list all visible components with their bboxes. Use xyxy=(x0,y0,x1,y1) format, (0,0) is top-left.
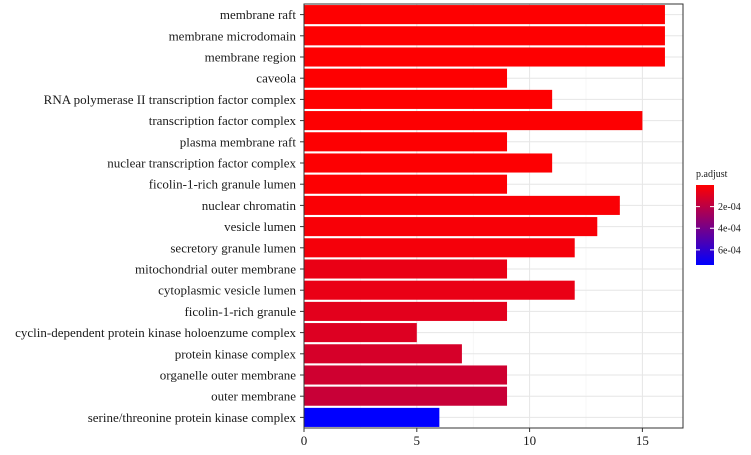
y-tick-label: ficolin-1-rich granule lumen xyxy=(149,177,297,192)
y-tick-label: plasma membrane raft xyxy=(180,134,297,149)
x-tick-label: 0 xyxy=(301,433,308,448)
bar xyxy=(304,259,508,279)
legend-colorbar xyxy=(696,185,714,265)
y-tick-label: vesicle lumen xyxy=(224,219,296,234)
bar xyxy=(304,111,643,131)
bar xyxy=(304,323,417,343)
bar xyxy=(304,132,508,152)
y-tick-label: nuclear transcription factor complex xyxy=(107,156,296,171)
y-axis: membrane raft membrane microdomain membran… xyxy=(15,7,304,425)
bar xyxy=(304,174,508,194)
bar xyxy=(304,238,575,258)
y-tick-label: transcription factor complex xyxy=(149,113,297,128)
bar xyxy=(304,386,508,406)
y-tick-label: cytoplasmic vesicle lumen xyxy=(158,283,296,298)
bar xyxy=(304,47,665,67)
plot-border xyxy=(303,3,684,429)
bar xyxy=(304,195,620,215)
x-tick-label: 5 xyxy=(414,433,421,448)
y-tick-label: ficolin-1-rich granule xyxy=(184,304,296,319)
bar xyxy=(304,68,508,88)
y-tick-label: organelle outer membrane xyxy=(160,368,296,383)
legend-tick-label: 6e-04 xyxy=(718,245,741,256)
bar xyxy=(304,26,665,46)
bar xyxy=(304,301,508,321)
bar xyxy=(304,217,598,237)
bar xyxy=(304,280,575,300)
plot-panel xyxy=(304,4,683,428)
bar xyxy=(304,365,508,385)
y-tick-label: outer membrane xyxy=(211,389,296,404)
y-tick-label: nuclear chromatin xyxy=(202,198,297,213)
y-tick-label: serine/threonine protein kinase complex xyxy=(88,410,297,425)
bar xyxy=(304,89,553,109)
x-axis: 0 5 10 15 xyxy=(301,428,649,448)
y-tick-label: RNA polymerase II transcription factor c… xyxy=(44,92,297,107)
x-tick-label: 15 xyxy=(636,433,649,448)
bar xyxy=(304,153,553,173)
legend-title: p.adjust xyxy=(696,169,728,180)
legend-tick-label: 4e-04 xyxy=(718,224,741,235)
y-tick-label: protein kinase complex xyxy=(175,346,297,361)
bars xyxy=(304,5,665,427)
legend-tick-label: 2e-04 xyxy=(718,202,741,213)
y-tick-label: mitochondrial outer membrane xyxy=(135,262,296,277)
y-tick-label: membrane microdomain xyxy=(169,28,297,43)
bar xyxy=(304,344,462,364)
y-tick-label: secretory granule lumen xyxy=(170,240,296,255)
y-tick-label: cyclin-dependent protein kinase holoenzu… xyxy=(15,325,296,340)
bar xyxy=(304,5,665,25)
bar xyxy=(304,407,440,427)
color-legend: p.adjust 2e-04 4e-04 6e-04 xyxy=(696,169,741,265)
y-tick-label: membrane raft xyxy=(220,7,297,22)
y-tick-label: caveola xyxy=(256,71,296,86)
x-tick-label: 10 xyxy=(523,433,536,448)
y-tick-label: membrane region xyxy=(205,50,297,65)
